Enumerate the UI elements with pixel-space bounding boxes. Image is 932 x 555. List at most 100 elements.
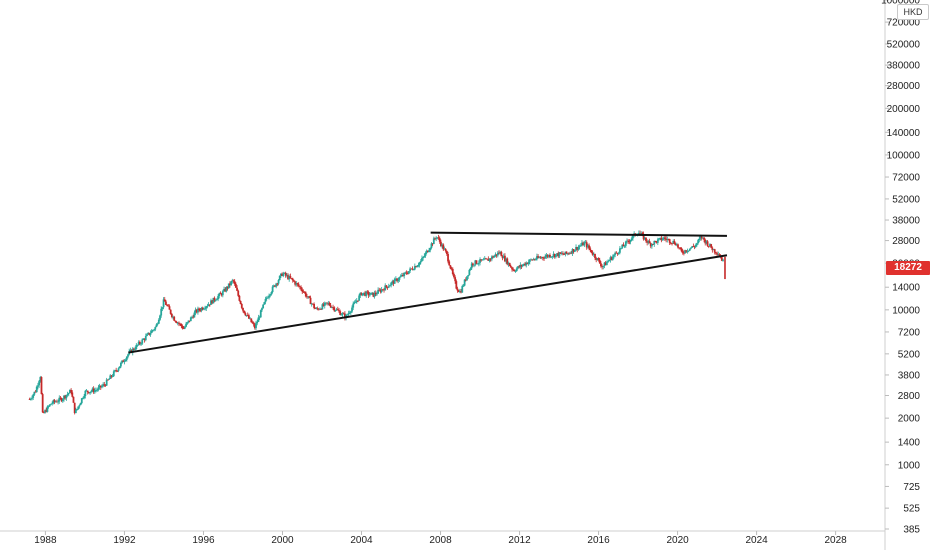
candle-body	[124, 359, 127, 361]
candle-body	[445, 250, 448, 254]
candle-body	[394, 278, 397, 280]
candle-body	[528, 259, 531, 262]
candle-body	[298, 286, 301, 288]
candle-body	[443, 248, 446, 250]
candle-body	[444, 248, 447, 251]
candle-body	[558, 252, 561, 257]
candle-body	[475, 260, 478, 264]
x-tick-label: 2016	[587, 535, 610, 546]
candle-body	[507, 262, 510, 265]
candle-body	[161, 307, 164, 309]
candle-body	[703, 237, 705, 240]
candle-body	[425, 250, 428, 253]
candle-body	[29, 398, 32, 400]
candle-body	[361, 293, 364, 296]
currency-label[interactable]: HKD	[897, 4, 929, 20]
candle-body	[489, 258, 492, 260]
candle-body	[482, 259, 485, 261]
x-axis-ticks: 1988 1992 1996 2000 2004 2008 2012 2016 2020 2024…	[34, 531, 847, 546]
candle-body	[44, 410, 46, 413]
candle-body	[141, 339, 144, 344]
candle-body	[213, 297, 216, 301]
candle-body	[604, 262, 607, 266]
candle-body	[685, 250, 688, 252]
candle-body	[690, 247, 692, 249]
candle-body	[233, 281, 236, 284]
candle-body	[187, 320, 190, 323]
candle-body	[289, 276, 292, 279]
candle-body	[564, 251, 567, 255]
candle-body	[316, 308, 319, 310]
candle-body	[679, 247, 682, 249]
candle-body	[108, 378, 110, 380]
candle-body	[705, 241, 708, 244]
candle-body	[458, 291, 461, 293]
candle-body	[419, 261, 422, 263]
candle-body	[50, 403, 52, 405]
candle-body	[210, 300, 212, 305]
candle-body	[495, 254, 498, 256]
candle-body	[396, 278, 398, 282]
candle-body	[506, 258, 509, 265]
candle-body	[90, 391, 93, 392]
candle-body	[581, 242, 583, 246]
candle-body	[546, 255, 549, 257]
candle-body	[409, 268, 412, 272]
candle-body	[163, 299, 166, 302]
y-tick-label: 280000	[887, 81, 921, 92]
candle-body	[315, 308, 318, 310]
x-tick-label: 2024	[745, 535, 768, 546]
candle-body	[287, 275, 289, 280]
candle-body	[111, 375, 114, 377]
candle-body	[600, 263, 602, 267]
candle-body	[595, 257, 598, 260]
candle-body	[614, 252, 617, 255]
candle-body	[245, 315, 248, 316]
y-tick-label: 520000	[887, 39, 921, 50]
candle-body	[585, 242, 588, 248]
candle-body	[434, 238, 436, 240]
candle-body	[317, 308, 320, 310]
candle-body	[610, 257, 613, 260]
candle-body	[643, 237, 646, 240]
candle-body	[244, 313, 247, 316]
candle-body	[474, 260, 477, 265]
candle-body	[238, 295, 241, 301]
y-tick-label: 2800	[898, 391, 921, 402]
candle-body	[240, 303, 243, 308]
candle-body	[402, 275, 404, 277]
candle-body	[501, 256, 504, 259]
candle-body	[692, 246, 695, 247]
candle-body	[239, 300, 242, 304]
candle-body	[624, 241, 627, 246]
candle-body	[621, 244, 624, 248]
candle-body	[648, 241, 651, 244]
candle-body	[694, 244, 697, 247]
candles-layer	[28, 230, 726, 415]
candle-body	[234, 283, 237, 288]
candle-body	[659, 237, 662, 239]
x-tick-label: 2020	[666, 535, 689, 546]
candle-body	[468, 269, 471, 276]
candle-body	[421, 258, 423, 262]
candle-body	[515, 268, 518, 271]
candle-body	[551, 256, 554, 258]
candle-body	[684, 250, 686, 254]
candle-body	[37, 385, 39, 387]
candle-body	[208, 304, 211, 306]
candle-body	[86, 390, 89, 393]
candle-body	[217, 296, 219, 300]
candle-body	[677, 244, 679, 248]
trendline	[128, 254, 728, 354]
y-tick-label: 5200	[898, 349, 921, 360]
candle-body	[406, 273, 409, 275]
candle-body	[524, 263, 526, 266]
x-tick-label: 2028	[824, 535, 847, 546]
candle-body	[272, 285, 275, 287]
candle-body	[322, 304, 325, 306]
candle-body	[597, 258, 600, 260]
candle-body	[457, 290, 460, 293]
candle-body	[688, 248, 691, 251]
candle-body	[323, 302, 326, 306]
